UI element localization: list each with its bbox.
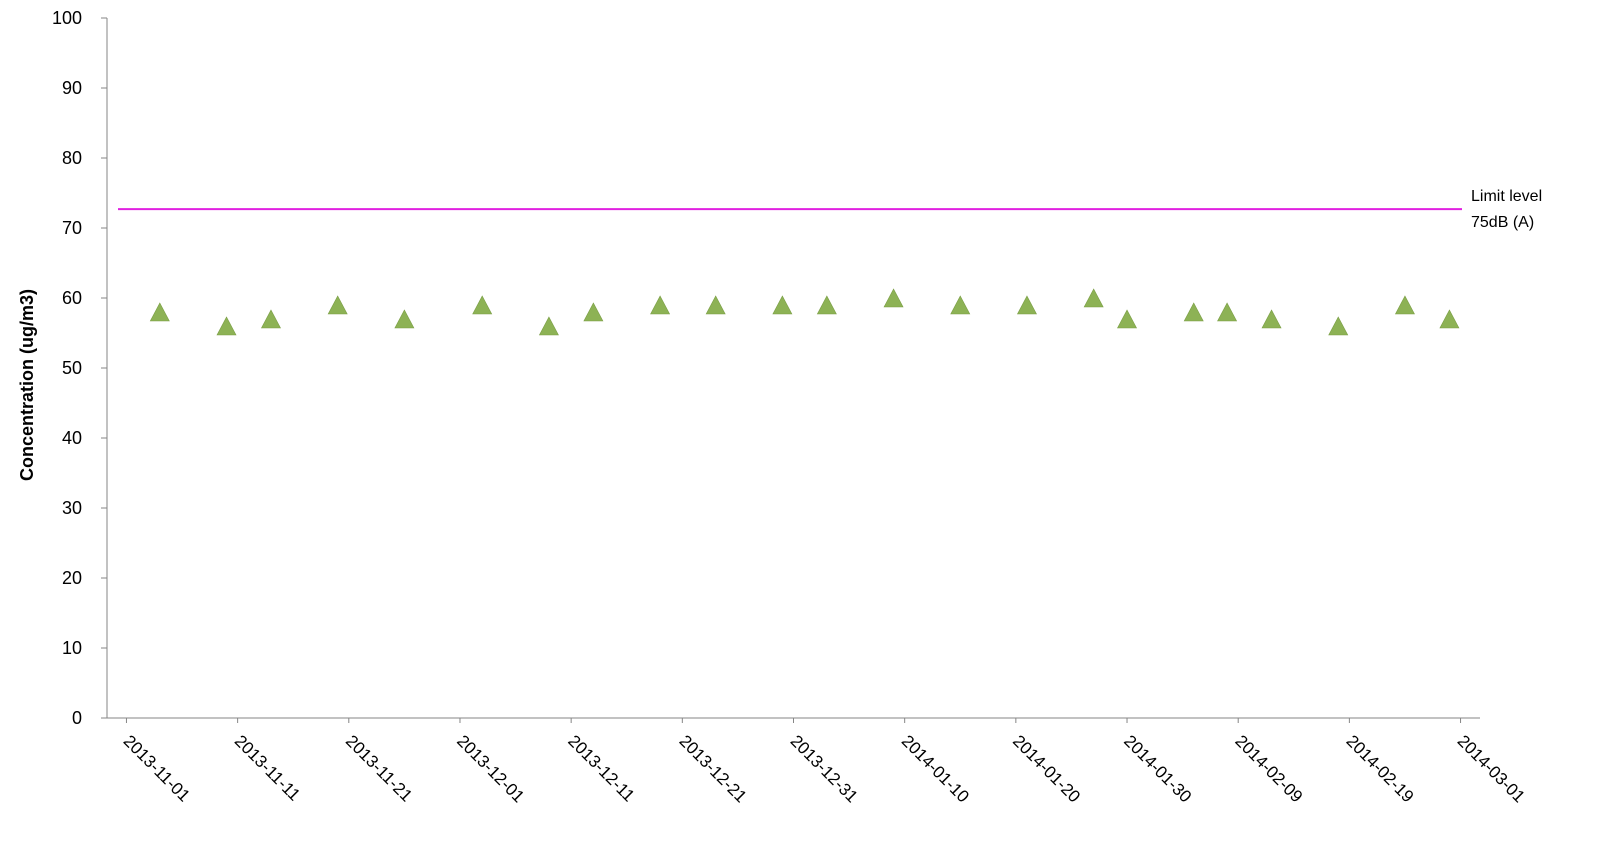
y-tick-label: 50	[62, 358, 82, 378]
x-tick-label: 2014-01-20	[1009, 731, 1084, 806]
data-point-triangle	[950, 295, 971, 315]
x-tick-label: 2013-11-01	[120, 731, 194, 805]
data-point-triangle	[149, 302, 170, 322]
limit-level-value-label: 75dB (A)	[1471, 214, 1534, 231]
data-point-triangle	[327, 295, 348, 315]
y-tick-label: 10	[62, 638, 82, 658]
data-point-triangle	[583, 302, 604, 322]
y-tick-label: 60	[62, 288, 82, 308]
data-point-triangle	[650, 295, 671, 315]
data-points	[149, 288, 1460, 336]
reference-line-group: Limit level 75dB (A)	[118, 188, 1542, 231]
axes	[101, 17, 1480, 723]
data-point-triangle	[705, 295, 726, 315]
x-tick-label: 2013-11-11	[231, 731, 304, 804]
x-tick-label: 2013-12-11	[564, 731, 638, 805]
tick-labels: 0 10 20 30 40 50 60 70 80 90 100 2013-11-01 2013-11-…	[52, 8, 1529, 806]
data-point-triangle	[772, 295, 793, 315]
y-tick-label: 70	[62, 218, 82, 238]
data-point-triangle	[816, 295, 837, 315]
x-tick-label: 2014-01-10	[898, 731, 973, 806]
x-tick-label: 2014-02-19	[1343, 731, 1418, 806]
y-tick-label: 100	[52, 8, 82, 28]
data-point-triangle	[1016, 295, 1037, 315]
data-point-triangle	[1117, 309, 1138, 329]
y-axis-title: Concentration (ug/m3)	[17, 289, 37, 481]
data-point-triangle	[883, 288, 904, 308]
data-point-triangle	[1083, 288, 1104, 308]
limit-level-label: Limit level	[1471, 188, 1542, 205]
y-tick-label: 30	[62, 498, 82, 518]
x-tick-label: 2013-12-01	[453, 731, 528, 806]
data-point-triangle	[1217, 302, 1238, 322]
data-point-triangle	[538, 316, 559, 336]
x-tick-label: 2014-03-01	[1454, 731, 1529, 806]
x-tick-label: 2013-12-21	[675, 731, 750, 806]
y-tick-label: 90	[62, 78, 82, 98]
data-point-triangle	[260, 309, 281, 329]
data-point-triangle	[1261, 309, 1282, 329]
y-tick-label: 80	[62, 148, 82, 168]
x-tick-label: 2014-01-30	[1120, 731, 1195, 806]
data-point-triangle	[1183, 302, 1204, 322]
data-point-triangle	[394, 309, 415, 329]
y-tick-label: 20	[62, 568, 82, 588]
data-point-triangle	[472, 295, 493, 315]
x-tick-label: 2013-11-21	[342, 731, 416, 805]
x-tick-label: 2014-02-09	[1231, 731, 1306, 806]
y-tick-label: 0	[72, 708, 82, 728]
y-tick-label: 40	[62, 428, 82, 448]
data-point-triangle	[216, 316, 237, 336]
data-point-triangle	[1394, 295, 1415, 315]
x-tick-label: 2013-12-31	[787, 731, 862, 806]
data-point-triangle	[1328, 316, 1349, 336]
data-point-triangle	[1439, 309, 1460, 329]
